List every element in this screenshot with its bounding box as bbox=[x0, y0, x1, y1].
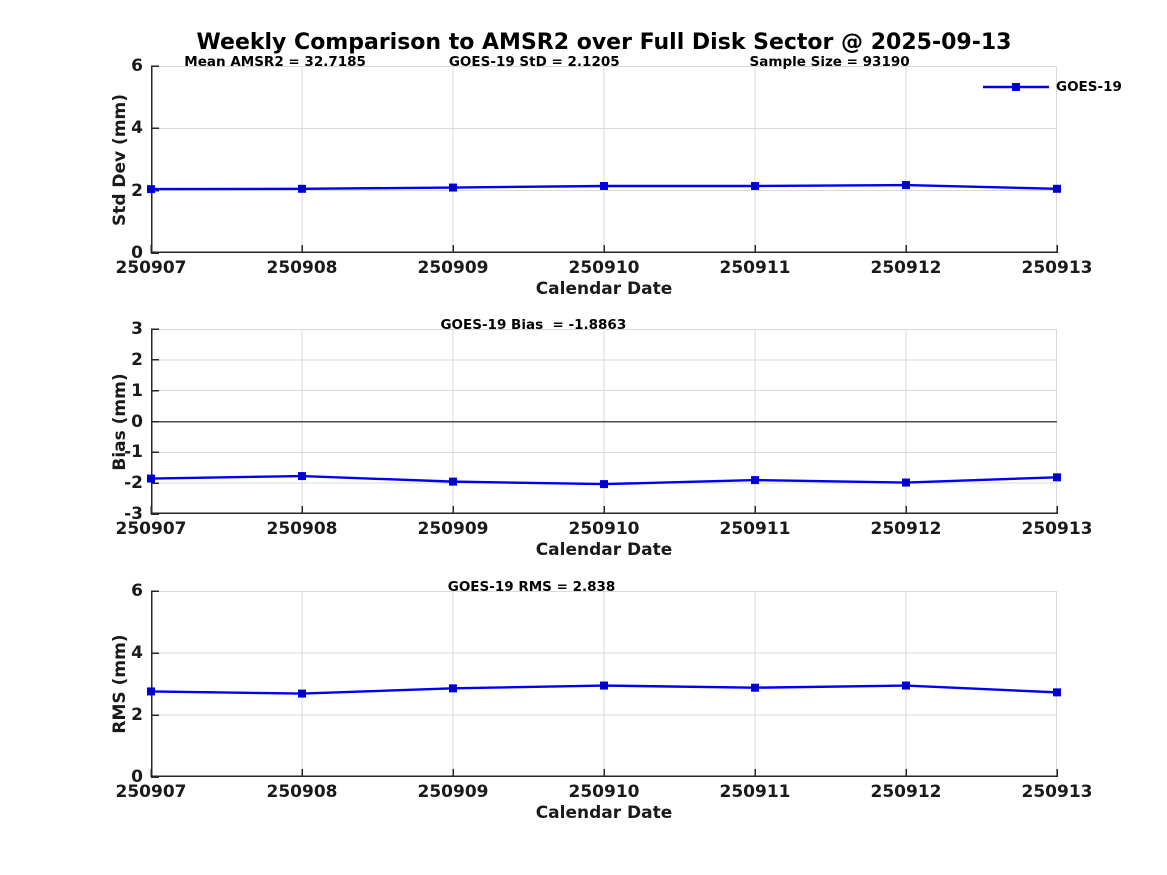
std-dev-annotation: Mean AMSR2 = 32.7185 bbox=[184, 54, 366, 70]
std-dev-y-tick-label: 2 bbox=[131, 180, 143, 201]
std-dev-x-tick-label: 250907 bbox=[115, 258, 187, 278]
std-dev-x-tick-label: 250909 bbox=[417, 258, 489, 278]
bias-y-tick-label: 1 bbox=[131, 380, 143, 401]
bias-x-tick-label: 250912 bbox=[870, 519, 942, 539]
bias-y-tick-label: 0 bbox=[131, 411, 143, 432]
std-dev-y-tick-label: 0 bbox=[131, 243, 143, 263]
bias-y-tick-label: 3 bbox=[131, 319, 143, 339]
rms-y-tick-label: 6 bbox=[131, 581, 143, 601]
rms-y-tick-label: 4 bbox=[131, 643, 143, 663]
figure-title: Weekly Comparison to AMSR2 over Full Dis… bbox=[196, 30, 1012, 55]
bias-y-tick-label: -1 bbox=[124, 442, 143, 463]
std-dev-y-tick-label: 4 bbox=[131, 118, 143, 139]
rms-subplot: RMS (mm) Calendar Date 0 2 4 6 250907 250908 2… bbox=[110, 579, 1092, 823]
bias-data-marker bbox=[449, 477, 457, 486]
rms-plot-area bbox=[147, 590, 1061, 778]
rms-x-tick-label: 250908 bbox=[266, 782, 338, 802]
std-dev-x-tick-label: 250908 bbox=[266, 258, 338, 278]
bias-x-tick-label: 250907 bbox=[115, 519, 187, 539]
rms-data-marker bbox=[147, 687, 155, 696]
std-dev-x-tick-label: 250911 bbox=[719, 258, 791, 278]
rms-y-tick-label: 0 bbox=[131, 767, 143, 787]
bias-subplot: Bias (mm) Calendar Date -3 -2 -1 0 1 2 3 250907… bbox=[110, 317, 1092, 560]
std-dev-data-marker bbox=[147, 185, 155, 194]
bias-x-axis-label: Calendar Date bbox=[535, 540, 673, 560]
legend-line-sample bbox=[983, 83, 1049, 91]
bias-x-tick-label: 250908 bbox=[266, 519, 338, 539]
bias-x-tick-label: 250913 bbox=[1021, 519, 1093, 539]
std-dev-data-marker bbox=[298, 184, 306, 193]
legend-marker-icon bbox=[1012, 83, 1020, 91]
rms-x-tick-label: 250907 bbox=[115, 782, 187, 802]
stddev-y-axis-label: Std Dev (mm) bbox=[110, 93, 130, 226]
std-dev-x-tick-label: 250910 bbox=[568, 258, 640, 278]
std-dev-data-marker bbox=[449, 183, 457, 192]
bias-plot-area bbox=[147, 328, 1061, 515]
rms-data-marker bbox=[751, 683, 759, 692]
std-dev-annotation: GOES-19 StD = 2.1205 bbox=[448, 54, 620, 70]
bias-y-tick-label: -3 bbox=[124, 504, 143, 524]
rms-x-tick-label: 250910 bbox=[568, 782, 640, 802]
std-dev-data-marker bbox=[751, 181, 759, 190]
rms-annotation: GOES-19 RMS = 2.838 bbox=[447, 579, 616, 595]
rms-x-tick-label: 250909 bbox=[417, 782, 489, 802]
std-dev-data-marker bbox=[1053, 184, 1061, 193]
rms-data-marker bbox=[902, 681, 910, 690]
bias-data-marker bbox=[751, 476, 759, 485]
bias-x-tick-label: 250910 bbox=[568, 519, 640, 539]
bias-data-marker bbox=[600, 480, 608, 489]
std-dev-data-marker bbox=[600, 181, 608, 190]
std-dev-data-marker bbox=[902, 181, 910, 190]
std-dev-plot-area bbox=[147, 65, 1061, 254]
std-dev-annotation: Sample Size = 93190 bbox=[749, 54, 910, 70]
bias-data-marker bbox=[298, 472, 306, 481]
legend: GOES-19 bbox=[983, 79, 1122, 95]
bias-data-marker bbox=[902, 478, 910, 487]
rms-data-marker bbox=[1053, 688, 1061, 697]
rms-x-axis-label: Calendar Date bbox=[535, 803, 673, 823]
bias-x-tick-label: 250909 bbox=[417, 519, 489, 539]
rms-data-marker bbox=[449, 684, 457, 693]
bias-data-marker bbox=[147, 474, 155, 483]
legend-label: GOES-19 bbox=[1056, 79, 1122, 95]
rms-data-marker bbox=[600, 681, 608, 690]
std-dev-x-tick-label: 250912 bbox=[870, 258, 942, 278]
rms-y-tick-label: 2 bbox=[131, 705, 143, 725]
rms-x-tick-label: 250911 bbox=[719, 782, 791, 802]
rms-x-tick-label: 250913 bbox=[1021, 782, 1093, 802]
bias-annotation: GOES-19 Bias = -1.8863 bbox=[440, 317, 627, 333]
bias-y-tick-label: -2 bbox=[124, 473, 143, 494]
stddev-x-axis-label: Calendar Date bbox=[535, 279, 673, 299]
stddev-subplot: Std Dev (mm) Calendar Date GOES-19 0 2 4 6 2… bbox=[110, 54, 1122, 299]
std-dev-y-tick-label: 6 bbox=[131, 56, 143, 76]
rms-x-tick-label: 250912 bbox=[870, 782, 942, 802]
std-dev-x-tick-label: 250913 bbox=[1021, 258, 1093, 278]
rms-data-marker bbox=[298, 689, 306, 698]
bias-x-tick-label: 250911 bbox=[719, 519, 791, 539]
bias-data-marker bbox=[1053, 473, 1061, 482]
bias-y-tick-label: 2 bbox=[131, 349, 143, 370]
